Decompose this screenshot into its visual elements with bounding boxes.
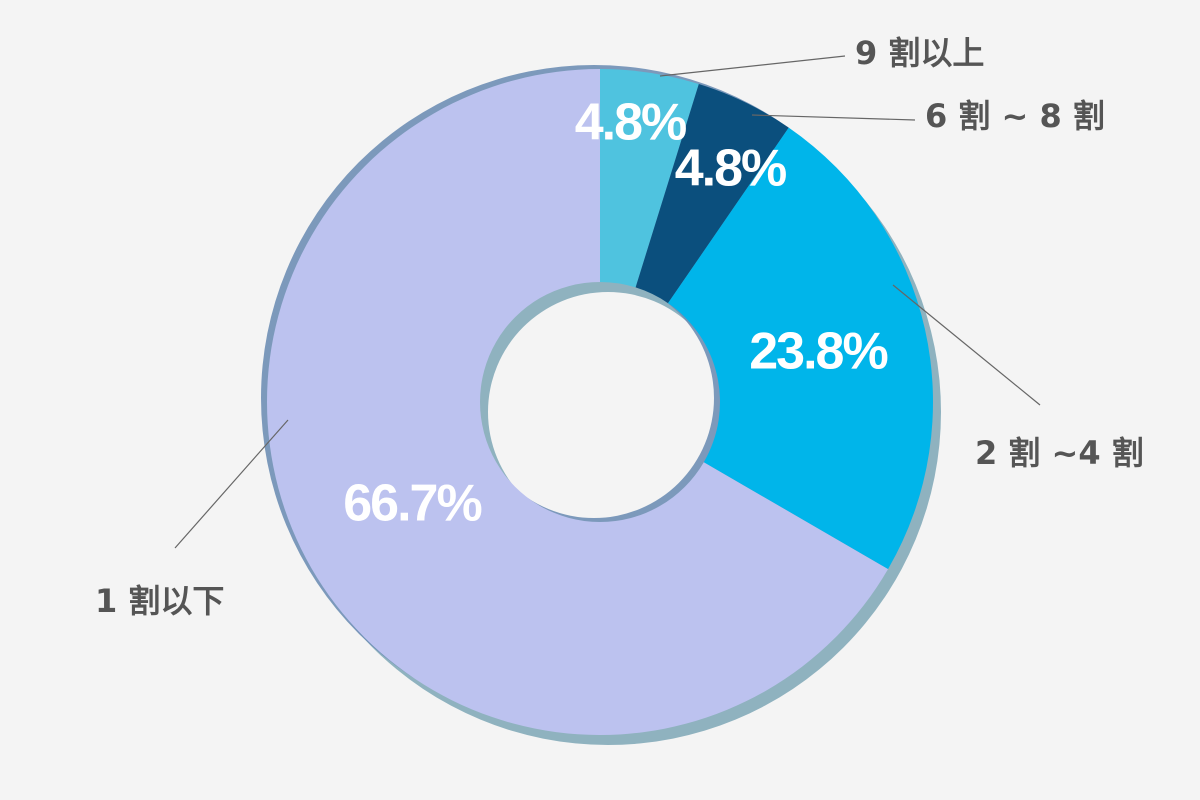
category-label: 1 割以下 — [95, 582, 224, 620]
category-label: 6 割 ~ 8 割 — [925, 97, 1105, 135]
donut-slice — [267, 69, 889, 736]
donut-slice — [668, 127, 934, 570]
leader-line — [174, 419, 289, 549]
value-label: 4.8% — [575, 94, 686, 152]
value-label: 66.7% — [343, 475, 481, 533]
category-label: 9 割以上 — [855, 34, 984, 72]
leader-line — [659, 55, 846, 77]
leader-line — [892, 284, 1041, 406]
leader-line — [751, 114, 916, 121]
value-label: 4.8% — [675, 140, 786, 198]
value-label: 23.8% — [749, 323, 887, 381]
donut-slice — [635, 84, 789, 304]
category-label: 2 割 ~4 割 — [975, 434, 1144, 472]
donut-slice — [600, 69, 699, 288]
